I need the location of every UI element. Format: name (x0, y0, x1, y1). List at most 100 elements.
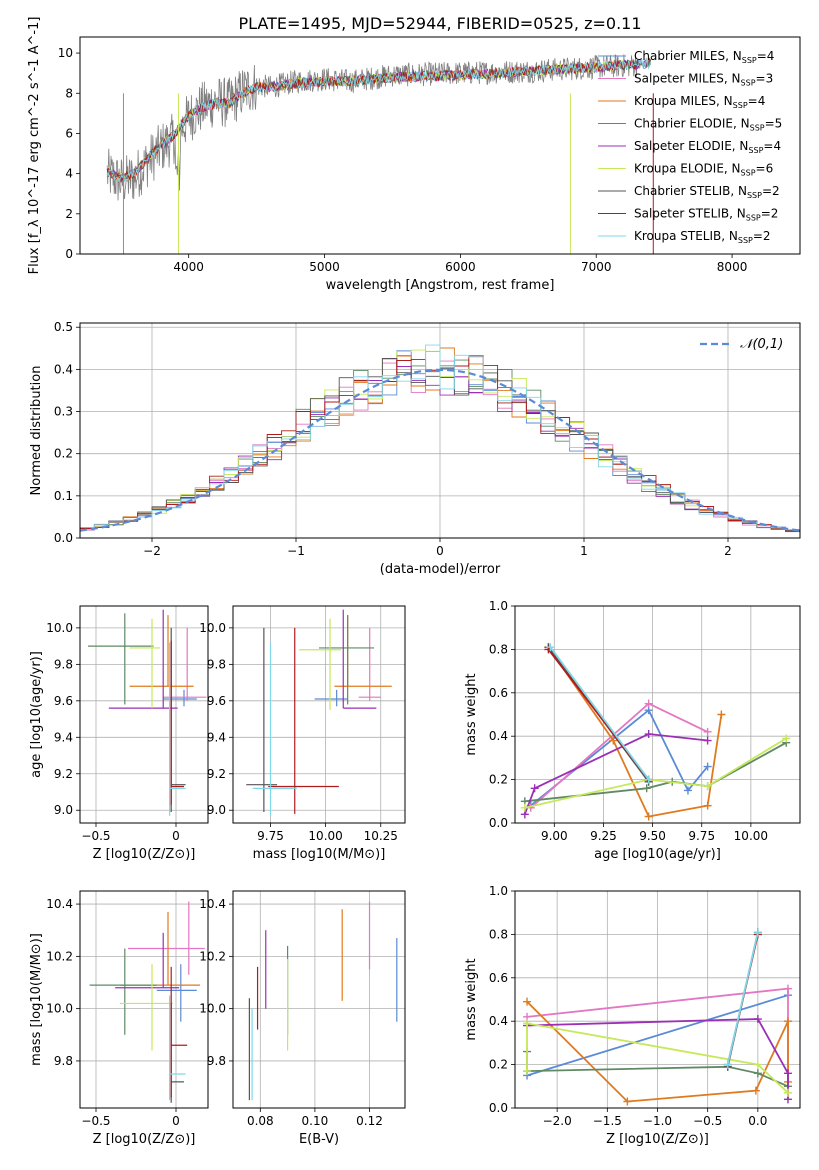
weight-marker-kroupa-elodie (782, 734, 791, 743)
weight-marker-kroupa-elodie (783, 1088, 792, 1097)
y-axis-label: Normed distribution (29, 366, 44, 496)
legend-label-salpeter-elodie: Salpeter ELODIE, NSSP=4 (634, 139, 781, 155)
weight-marker-salpeter-miles (783, 984, 792, 993)
weight-marker-kroupa-elodie (520, 803, 529, 812)
x-tick-label: 6000 (445, 260, 476, 274)
weight-line-salpeter-miles (530, 702, 708, 809)
x-tick-label: 0 (436, 544, 444, 558)
y-tick-label: 9.6 (54, 694, 73, 708)
residuals-frame (79, 322, 801, 539)
weight-marker-kroupa-miles (644, 812, 653, 821)
y-axis-label: mass weight (464, 673, 479, 755)
data-spectrum-line (106, 54, 638, 201)
x-tick-label: 7000 (581, 260, 612, 274)
weight-vs-Z-frame (514, 890, 801, 1109)
y-axis-label: mass weight (464, 958, 479, 1040)
weight-marker-kroupa-miles (717, 710, 726, 719)
y-tick-label: 0.0 (489, 1101, 508, 1115)
panel-weight-vs-Z: −2.0 −1.5 −1.0 −0.5 0.0 0.0 0.2 0.4 0.6 0.8 1.0 Z [… (464, 884, 801, 1147)
errorbar-chabrier-elodie (88, 613, 154, 705)
y-tick-label: 8 (65, 86, 73, 100)
weight-marker-kroupa-elodie (523, 1019, 532, 1028)
errorbar-salpeter-miles (163, 627, 207, 701)
errorbar-kroupa-stelib (169, 995, 186, 1101)
errorbar-chabrier-elodie (319, 615, 375, 705)
y-tick-label: 2 (65, 207, 73, 221)
age-vs-Z-frame (79, 605, 209, 824)
x-tick-label: 0.0 (748, 1114, 767, 1128)
x-tick-label: −0.5 (81, 829, 110, 843)
x-tick-label: 4000 (173, 260, 204, 274)
weight-line-chabrier-miles (526, 994, 789, 1077)
legend-label-chabrier-elodie: Chabrier ELODIE, NSSP=5 (634, 117, 782, 133)
errorbar-salpeter-elodie (115, 932, 180, 989)
errorbar-chabrier-miles (163, 689, 197, 707)
x-tick-label: 8000 (717, 260, 748, 274)
y-tick-label: 9.6 (207, 694, 226, 708)
mass-vs-Z-plot-area (89, 901, 205, 1103)
errorbar-kroupa-elodie (299, 618, 342, 710)
errorbar-salpeter-elodie (108, 609, 178, 709)
errorbar-chabrier-miles (156, 964, 197, 1022)
weight-marker-salpeter-elodie (753, 1015, 762, 1024)
x-tick-label: −0.5 (81, 1114, 110, 1128)
errorbar-salpeter-miles (358, 627, 381, 701)
legend-label-chabrier-stelib: Chabrier STELIB, NSSP=2 (634, 184, 780, 200)
errorbar-salpeter-elodie (342, 609, 377, 709)
y-tick-label: 9.8 (54, 1054, 73, 1068)
age-vs-mass-frame (232, 605, 406, 824)
errorbar-salpeter-stelib (268, 627, 339, 814)
legend-label-salpeter-miles: Salpeter MILES, NSSP=3 (634, 72, 773, 88)
weight-vs-Z-plot-area (523, 928, 792, 1106)
y-tick-label: 0.4 (489, 729, 508, 743)
errorbar-chabrier-miles (314, 689, 348, 707)
weight-marker-salpeter-elodie (530, 784, 539, 793)
weight-marker-kroupa-miles (703, 801, 712, 810)
weight-marker-salpeter-elodie (703, 736, 712, 745)
errorbar-salpeter-miles (128, 901, 205, 975)
y-tick-label: 0.4 (54, 362, 73, 376)
legend-label-salpeter-stelib: Salpeter STELIB, NSSP=2 (634, 207, 778, 223)
panel-residuals: −2 −1 0 1 2 0.0 0.1 0.2 0.3 0.4 0.5 (data-model)/er… (29, 320, 801, 577)
y-tick-label: 10.0 (46, 621, 73, 635)
weight-marker-chabrier-miles (683, 786, 692, 795)
weight-marker-kroupa-stelib (644, 775, 653, 784)
age-vs-Z-grid (80, 606, 208, 823)
x-axis-label: wavelength [Angstrom, rest frame] (326, 278, 555, 293)
x-axis-label: mass [log10(M/M⊙)] (253, 847, 386, 862)
weight-marker-salpeter-miles (703, 727, 712, 736)
residuals-plot-area (80, 344, 800, 538)
weight-line-kroupa-elodie (526, 1022, 789, 1094)
y-tick-label: 9.2 (207, 767, 226, 781)
mass-vs-EBV-frame (232, 890, 406, 1109)
figure-title: PLATE=1495, MJD=52944, FIBERID=0525, z=0… (238, 14, 641, 33)
weight-marker-chabrier-miles (703, 762, 712, 771)
weight-marker-salpeter-elodie (783, 1069, 792, 1078)
x-tick-label: 2 (724, 544, 732, 558)
y-tick-label: 0.2 (54, 447, 73, 461)
mass-vs-Z-frame (79, 890, 209, 1109)
y-tick-label: 0.8 (489, 927, 508, 941)
weight-marker-kroupa-stelib (546, 643, 555, 652)
y-tick-label: 0.2 (489, 773, 508, 787)
hist-kroupa-stelib (80, 344, 800, 538)
y-tick-label: 9.4 (207, 730, 226, 744)
weight-marker-kroupa-miles (609, 736, 618, 745)
x-tick-label: 0.12 (356, 1114, 383, 1128)
spectrum-plot-area (106, 54, 654, 254)
errorbar-salpeter-stelib (170, 640, 184, 805)
weight-line-kroupa-miles (547, 646, 723, 818)
weight-line-kroupa-stelib (549, 646, 650, 781)
y-tick-label: 10 (58, 46, 73, 60)
weight-line-salpeter-elodie (523, 733, 708, 815)
x-tick-label: 0 (172, 1114, 180, 1128)
y-tick-label: 9.0 (207, 803, 226, 817)
panel-mass-vs-Z: −0.5 0 9.8 10.0 10.2 10.4 Z [log10(Z/Z⊙)] mass … (29, 890, 209, 1147)
errorbar-kroupa-stelib (169, 642, 186, 816)
x-tick-label: 1 (580, 544, 588, 558)
weight-marker-kroupa-elodie (703, 782, 712, 791)
y-tick-label: 10.4 (199, 897, 226, 911)
y-tick-label: 4 (65, 167, 73, 181)
y-tick-label: 0.2 (489, 1058, 508, 1072)
